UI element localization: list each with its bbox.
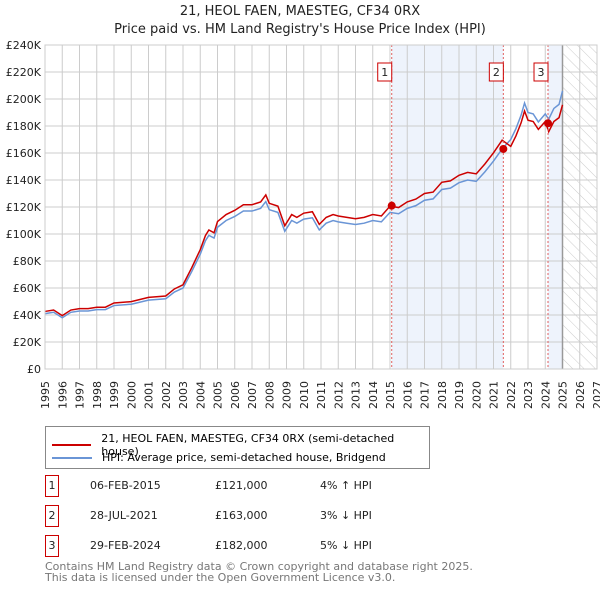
legend-red-line <box>52 444 92 446</box>
y-tick-label: £200K <box>6 93 42 106</box>
y-tick-label: £0 <box>27 363 41 376</box>
y-tick-label: £180K <box>6 120 42 133</box>
x-tick-label: 2009 <box>281 381 294 409</box>
sale-date: 06-FEB-2015 <box>90 479 161 492</box>
x-tick-label: 2004 <box>194 381 207 409</box>
sale-label: 1 <box>381 66 388 79</box>
x-tick-label: 2027 <box>591 381 600 409</box>
x-tick-label: 2001 <box>143 381 156 409</box>
sale-label: 3 <box>538 66 545 79</box>
x-tick-label: 2026 <box>574 381 587 409</box>
sale-label: 2 <box>493 66 500 79</box>
x-tick-label: 2017 <box>419 381 432 409</box>
x-tick-label: 1997 <box>74 381 87 409</box>
y-tick-label: £60K <box>13 282 42 295</box>
x-tick-label: 2003 <box>177 381 190 409</box>
x-tick-label: 2020 <box>470 381 483 409</box>
y-tick-label: £80K <box>13 255 42 268</box>
x-tick-label: 2016 <box>401 381 414 409</box>
chart-subtitle: Price paid vs. HM Land Registry's House … <box>114 22 486 37</box>
x-tick-label: 2005 <box>212 381 225 409</box>
x-tick-label: 2006 <box>229 381 242 409</box>
x-tick-label: 2014 <box>367 381 380 409</box>
footer: Contains HM Land Registry data © Crown c… <box>45 561 473 583</box>
sale-number: 1 <box>45 475 59 497</box>
sale-row: 1 06-FEB-2015 £121,000 4% ↑ HPI <box>45 475 545 497</box>
x-tick-label: 2012 <box>332 381 345 409</box>
y-tick-label: £120K <box>6 201 42 214</box>
legend-property: 21, HEOL FAEN, MAESTEG, CF34 0RX (semi-d… <box>101 432 395 458</box>
y-tick-label: £160K <box>6 147 42 160</box>
x-tick-label: 2023 <box>522 381 535 409</box>
x-tick-label: 2007 <box>246 381 259 409</box>
x-tick-label: 2013 <box>350 381 363 409</box>
sale-row: 2 28-JUL-2021 £163,000 3% ↓ HPI <box>45 505 545 527</box>
x-tick-label: 1998 <box>91 381 104 409</box>
sale-hpi-diff: 5% ↓ HPI <box>320 539 372 552</box>
x-tick-label: 2022 <box>505 381 518 409</box>
plot-border <box>44 44 598 370</box>
y-tick-label: £100K <box>6 228 42 241</box>
sale-hpi-diff: 4% ↑ HPI <box>320 479 372 492</box>
x-tick-label: 2018 <box>436 381 449 409</box>
legend-blue-line <box>52 456 92 459</box>
x-tick-label: 1996 <box>56 381 69 409</box>
x-tick-label: 1995 <box>39 381 52 409</box>
x-tick-label: 1999 <box>108 381 121 409</box>
sale-hpi-diff: 3% ↓ HPI <box>320 509 372 522</box>
legend: 21, HEOL FAEN, MAESTEG, CF34 0RX (semi-d… <box>45 426 430 469</box>
sale-label-box <box>377 62 393 82</box>
footer-line-2: This data is licensed under the Open Gov… <box>45 571 396 584</box>
sale-point <box>499 144 508 153</box>
sale-price: £121,000 <box>215 479 268 492</box>
x-tick-label: 2021 <box>488 381 501 409</box>
sale-date: 28-JUL-2021 <box>90 509 158 522</box>
sale-point <box>387 201 396 210</box>
y-tick-label: £140K <box>6 174 42 187</box>
x-tick-label: 2011 <box>315 381 328 409</box>
y-tick-label: £20K <box>13 336 42 349</box>
x-tick-label: 2008 <box>263 381 276 409</box>
sale-row: 3 29-FEB-2024 £182,000 5% ↓ HPI <box>45 535 545 557</box>
y-tick-label: £240K <box>6 39 42 52</box>
footer-line-1: Contains HM Land Registry data © Crown c… <box>45 560 473 573</box>
legend-hpi: HPI: Average price, semi-detached house,… <box>102 451 386 464</box>
sale-label-box <box>488 62 504 82</box>
price-line <box>44 104 564 317</box>
sale-price: £182,000 <box>215 539 268 552</box>
x-tick-label: 2019 <box>453 381 466 409</box>
sale-label-box <box>533 62 549 82</box>
sale-point <box>544 119 553 128</box>
x-tick-label: 2025 <box>557 381 570 409</box>
x-tick-label: 2000 <box>125 381 138 409</box>
x-tick-label: 2015 <box>384 381 397 409</box>
y-tick-label: £40K <box>13 309 42 322</box>
x-tick-label: 2024 <box>539 381 552 409</box>
sale-price: £163,000 <box>215 509 268 522</box>
x-tick-label: 2010 <box>298 381 311 409</box>
sale-number: 3 <box>45 535 59 557</box>
y-tick-label: £220K <box>6 66 42 79</box>
hpi-line <box>44 90 564 319</box>
sale-number: 2 <box>45 505 59 527</box>
chart-title: 21, HEOL FAEN, MAESTEG, CF34 0RX <box>179 4 421 19</box>
sale-date: 29-FEB-2024 <box>90 539 161 552</box>
x-tick-label: 2002 <box>160 381 173 409</box>
plot-area: 1995 1996 1997 1998 1999 2000 2001 2002 2003 2004… <box>6 39 600 409</box>
